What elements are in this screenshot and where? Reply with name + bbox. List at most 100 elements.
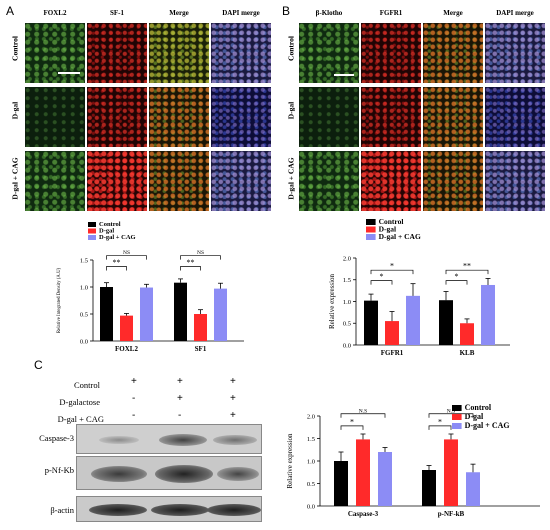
- legend-swatch: [366, 234, 376, 240]
- band-caspase3-control: [99, 436, 139, 444]
- legend-swatch: [452, 405, 462, 411]
- significance-bracket: [428, 425, 452, 430]
- significance-label: *: [350, 417, 354, 426]
- bar-fgfr1-s1: [385, 321, 399, 345]
- legend-swatch: [88, 235, 96, 240]
- legend-label: Control: [379, 217, 404, 226]
- band-caspase3-dgal: [159, 434, 207, 446]
- micrograph-a-foxl2-dgal: [24, 86, 86, 148]
- significance-bracket: [370, 280, 393, 285]
- panel-a-col-sf1: SF-1: [110, 9, 124, 17]
- panel-b-row-dgal-cag: D-gal + CAG: [286, 157, 296, 200]
- micrograph-a-dapi-control: [210, 22, 272, 84]
- bar-p-nf-kb-s2: [466, 472, 480, 506]
- legend-label: D-gal: [465, 412, 484, 421]
- y-tick-label: 1.0: [307, 458, 315, 465]
- treatment-label-dgalactose: D-galactose: [59, 397, 100, 407]
- sign-control-lane1: +: [131, 376, 137, 387]
- bar-sf1-s0: [174, 282, 187, 341]
- significance-bracket: [340, 425, 364, 430]
- legend-swatch: [366, 219, 376, 225]
- legend-label: D-gal: [99, 228, 114, 235]
- y-tick-label: 0.0: [80, 338, 88, 345]
- blot-label-bactin: β-actin: [50, 505, 74, 515]
- micrograph-a-sf1-control: [86, 22, 148, 84]
- sign-dgalactose-lane1: -: [132, 393, 136, 404]
- bar-caspase-3-s1: [356, 439, 370, 506]
- significance-label: **: [113, 258, 121, 267]
- significance-bracket: [445, 280, 468, 285]
- blot-strip-caspase3: [76, 424, 262, 454]
- panel-b-row-control: Control: [286, 36, 296, 61]
- blot-label-caspase3: Caspase-3: [39, 433, 74, 443]
- micrograph-b-klotho-control: [298, 22, 360, 84]
- micrograph-a-foxl2-control: [24, 22, 86, 84]
- chart-panel-b: 0.0 0.5 1.0 1.5 2.0 Relative expression FGFR1 K…: [328, 217, 510, 357]
- blot-strip-pnfkb: [76, 456, 262, 490]
- significance-label: NS: [197, 250, 204, 256]
- bar-p-nf-kb-s1: [444, 439, 458, 506]
- micrograph-b-dapi-control: [484, 22, 546, 84]
- micrograph-a-merge-dgal-cag: [148, 150, 210, 212]
- panel-a-row-control: Control: [10, 36, 20, 61]
- bar-klb-s2: [481, 284, 495, 345]
- significance-label: NS: [123, 250, 130, 256]
- bar-foxl2-s1: [120, 315, 133, 341]
- bar-caspase-3-s2: [378, 452, 392, 506]
- y-tick-label: 0.0: [307, 503, 315, 510]
- bar-fgfr1-s2: [406, 295, 420, 345]
- micrograph-b-fgfr1-dgal: [360, 86, 422, 148]
- band-pnfkb-control: [91, 466, 147, 482]
- micrograph-a-merge-control: [148, 22, 210, 84]
- bar-p-nf-kb-s0: [422, 470, 436, 506]
- y-axis-label: Relative expression: [328, 273, 336, 329]
- y-tick-label: 1.5: [80, 257, 88, 264]
- y-tick-label: 2.0: [307, 413, 315, 420]
- y-tick-label: 2.0: [343, 255, 351, 262]
- chart-panel-a: 0.0 0.5 1.0 1.5 Relative Integrated Density …: [57, 221, 244, 353]
- legend-swatch: [452, 414, 462, 420]
- panel-a-col-dapi-merge: DAPI merge: [222, 9, 260, 17]
- panel-letter-a: A: [6, 4, 15, 18]
- micrograph-b-klotho-dgal: [298, 86, 360, 148]
- panel-b-row-dgal: D-gal: [286, 101, 296, 120]
- panel-a-col-merge: Merge: [169, 9, 189, 17]
- micrograph-b-merge-control: [422, 22, 484, 84]
- sign-dgal-cag-lane3: +: [230, 410, 236, 421]
- bar-fgfr1-s0: [364, 300, 378, 345]
- panel-a-col-foxl2: FOXL2: [43, 9, 67, 17]
- legend-label: Control: [465, 403, 492, 412]
- significance-bracket: [106, 266, 127, 271]
- blot-strip-bactin: [76, 496, 262, 522]
- treatment-label-control: Control: [74, 380, 100, 390]
- bar-foxl2-s2: [140, 287, 153, 341]
- bar-sf1-s1: [194, 314, 207, 341]
- legend-swatch: [88, 228, 96, 234]
- bar-foxl2-s0: [100, 287, 113, 341]
- legend-label: D-gal + CAG: [465, 421, 510, 430]
- micrograph-b-dapi-dgal-cag: [484, 150, 546, 212]
- x-tick-label: FGFR1: [381, 349, 404, 357]
- y-tick-label: 0.5: [343, 321, 351, 328]
- legend-label: D-gal + CAG: [379, 232, 421, 241]
- band-bactin-control: [89, 504, 147, 516]
- significance-label: **: [187, 258, 195, 267]
- y-tick-label: 0.5: [80, 311, 88, 318]
- panel-a-row-dgal: D-gal: [10, 101, 20, 120]
- legend-swatch: [366, 226, 376, 233]
- significance-label: N.S: [447, 408, 455, 414]
- panel-b-col-fgfr1: FGFR1: [379, 9, 403, 17]
- significance-label: *: [455, 272, 459, 281]
- treatment-label-dgal-cag: D-gal + CAG: [57, 414, 104, 424]
- panel-a-row-dgal-cag: D-gal + CAG: [10, 157, 20, 200]
- significance-label: *: [438, 417, 442, 426]
- blot-label-pnfkb: p-Nf-Kb: [44, 465, 74, 475]
- micrograph-a-dapi-dgal-cag: [210, 150, 272, 212]
- y-tick-label: 0.5: [307, 481, 315, 488]
- bar-klb-s0: [439, 300, 453, 345]
- significance-bracket: [340, 413, 386, 418]
- panel-b-col-merge: Merge: [443, 9, 463, 17]
- sign-control-lane2: +: [177, 376, 183, 387]
- x-tick-label: p-NF-kB: [438, 510, 465, 518]
- bar-klb-s1: [460, 323, 474, 345]
